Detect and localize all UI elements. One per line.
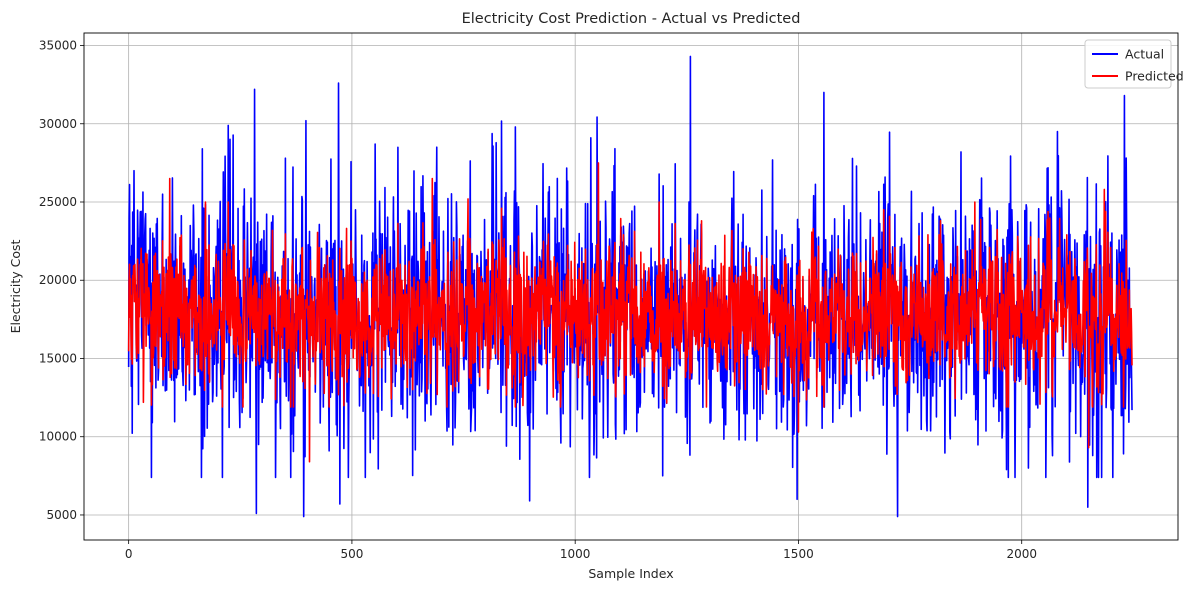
legend-label-actual: Actual [1125, 47, 1164, 62]
y-tick-label: 25000 [39, 195, 77, 209]
y-tick-label: 10000 [39, 430, 77, 444]
tick-layer: 0 500 1000 1500 2000 5000 10000 15000 20000 25000… [39, 39, 1037, 561]
legend: Actual Predicted [1084, 39, 1184, 89]
y-axis-label: Electricity Cost [8, 239, 23, 333]
x-axis-label: Sample Index [588, 566, 673, 581]
y-tick-label: 35000 [39, 39, 77, 53]
series-line-predicted [127, 162, 1133, 463]
y-tick-label: 15000 [39, 351, 77, 365]
x-tick-label: 1000 [560, 547, 591, 561]
series-layer [127, 55, 1133, 518]
x-tick-label: 500 [340, 547, 363, 561]
chart-title: Electricity Cost Prediction - Actual vs … [462, 11, 801, 27]
y-tick-label: 20000 [39, 273, 77, 287]
x-tick-label: 1500 [783, 547, 814, 561]
plot-frame [83, 32, 1179, 541]
legend-label-predicted: Predicted [1125, 69, 1184, 84]
x-tick-label: 0 [125, 547, 133, 561]
y-tick-label: 30000 [39, 117, 77, 131]
y-tick-label: 5000 [46, 508, 77, 522]
x-tick-label: 2000 [1006, 547, 1037, 561]
